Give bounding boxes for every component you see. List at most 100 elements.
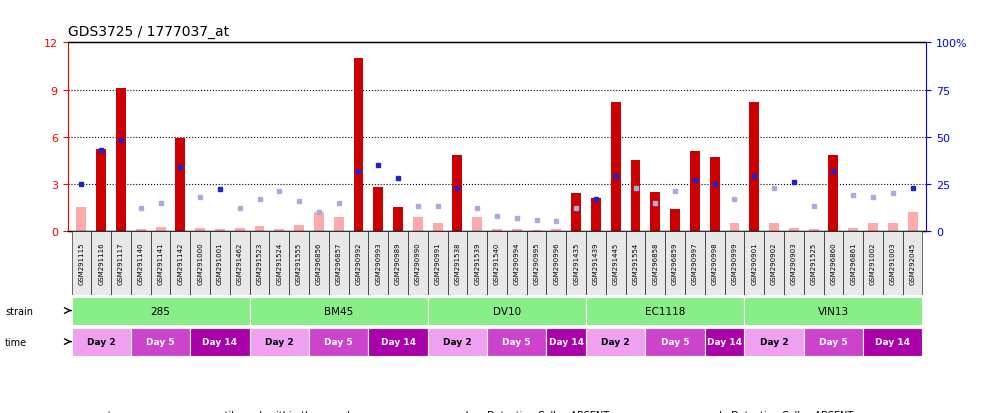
Bar (665, 231, 685, 295)
Bar (334, 217, 344, 231)
Text: GSM291003: GSM291003 (890, 242, 896, 285)
Bar (730, 223, 740, 231)
Bar (190, 328, 249, 356)
Text: rank, Detection Call = ABSENT: rank, Detection Call = ABSENT (703, 410, 853, 413)
Text: GSM291117: GSM291117 (118, 242, 124, 285)
Text: 285: 285 (151, 306, 171, 316)
Bar (645, 328, 705, 356)
Bar (888, 223, 898, 231)
Bar (749, 103, 759, 231)
Bar (823, 231, 843, 295)
Bar (452, 156, 462, 231)
Bar (235, 228, 245, 231)
Text: GSM290999: GSM290999 (732, 242, 738, 285)
Bar (314, 212, 324, 231)
Text: GSM290901: GSM290901 (751, 242, 757, 285)
Bar (408, 231, 427, 295)
Text: GSM290995: GSM290995 (534, 242, 540, 285)
Text: GSM291001: GSM291001 (217, 242, 223, 285)
Bar (309, 231, 329, 295)
Bar (131, 328, 190, 356)
Bar (195, 229, 205, 231)
Bar (249, 297, 427, 325)
Text: Day 2: Day 2 (443, 337, 472, 346)
Bar (552, 230, 562, 231)
Bar (175, 139, 185, 231)
Bar (289, 231, 309, 295)
Text: GSM290903: GSM290903 (791, 242, 797, 285)
Bar (547, 231, 567, 295)
Text: GSM291116: GSM291116 (98, 242, 104, 285)
Bar (586, 297, 745, 325)
Bar (156, 228, 166, 231)
Text: GDS3725 / 1777037_at: GDS3725 / 1777037_at (68, 25, 229, 39)
Text: GSM290997: GSM290997 (692, 242, 698, 285)
Text: GSM296857: GSM296857 (336, 242, 342, 285)
Text: GSM291554: GSM291554 (632, 242, 638, 285)
Bar (710, 158, 720, 231)
Bar (527, 231, 547, 295)
Bar (427, 297, 586, 325)
Text: ■: ■ (174, 408, 186, 413)
Bar (249, 328, 309, 356)
Text: GSM291140: GSM291140 (138, 242, 144, 285)
Text: GSM296859: GSM296859 (672, 242, 678, 285)
Bar (467, 231, 487, 295)
Text: VIN13: VIN13 (818, 306, 849, 316)
Text: GSM290990: GSM290990 (414, 242, 420, 285)
Text: GSM292045: GSM292045 (910, 242, 915, 285)
Bar (591, 198, 601, 231)
Text: GSM291142: GSM291142 (177, 242, 183, 285)
Text: GSM296860: GSM296860 (830, 242, 836, 285)
Bar (354, 59, 364, 231)
Bar (151, 231, 171, 295)
Text: GSM290998: GSM290998 (712, 242, 718, 285)
Bar (828, 156, 838, 231)
Text: GSM291555: GSM291555 (296, 242, 302, 285)
Bar (230, 231, 249, 295)
Text: GSM291115: GSM291115 (79, 242, 84, 285)
Bar (625, 231, 645, 295)
Text: strain: strain (5, 306, 33, 316)
Text: Day 14: Day 14 (381, 337, 415, 346)
Bar (547, 328, 586, 356)
Text: ■: ■ (686, 408, 698, 413)
Text: GSM291141: GSM291141 (158, 242, 164, 285)
Bar (567, 231, 586, 295)
Bar (254, 227, 264, 231)
Bar (745, 328, 804, 356)
Bar (586, 231, 605, 295)
Bar (903, 231, 922, 295)
Bar (369, 231, 389, 295)
Bar (472, 217, 482, 231)
Bar (349, 231, 369, 295)
Text: Day 14: Day 14 (549, 337, 583, 346)
Text: GSM291445: GSM291445 (612, 242, 618, 285)
Bar (507, 231, 527, 295)
Bar (784, 231, 804, 295)
Text: GSM291000: GSM291000 (197, 242, 203, 285)
Bar (487, 231, 507, 295)
Bar (605, 231, 625, 295)
Bar (650, 192, 660, 231)
Text: GSM291524: GSM291524 (276, 242, 282, 285)
Text: Day 2: Day 2 (86, 337, 115, 346)
Bar (413, 217, 422, 231)
Bar (447, 231, 467, 295)
Text: count: count (84, 410, 112, 413)
Bar (769, 223, 779, 231)
Text: GSM291523: GSM291523 (256, 242, 262, 285)
Bar (685, 231, 705, 295)
Bar (705, 231, 725, 295)
Bar (96, 150, 106, 231)
Text: Day 14: Day 14 (876, 337, 911, 346)
Bar (269, 231, 289, 295)
Text: GSM291538: GSM291538 (454, 242, 460, 285)
Bar (645, 231, 665, 295)
Text: Day 5: Day 5 (661, 337, 690, 346)
Text: Day 14: Day 14 (203, 337, 238, 346)
Bar (764, 231, 784, 295)
Bar (532, 230, 542, 231)
Bar (492, 229, 502, 231)
Text: GSM291002: GSM291002 (870, 242, 876, 285)
